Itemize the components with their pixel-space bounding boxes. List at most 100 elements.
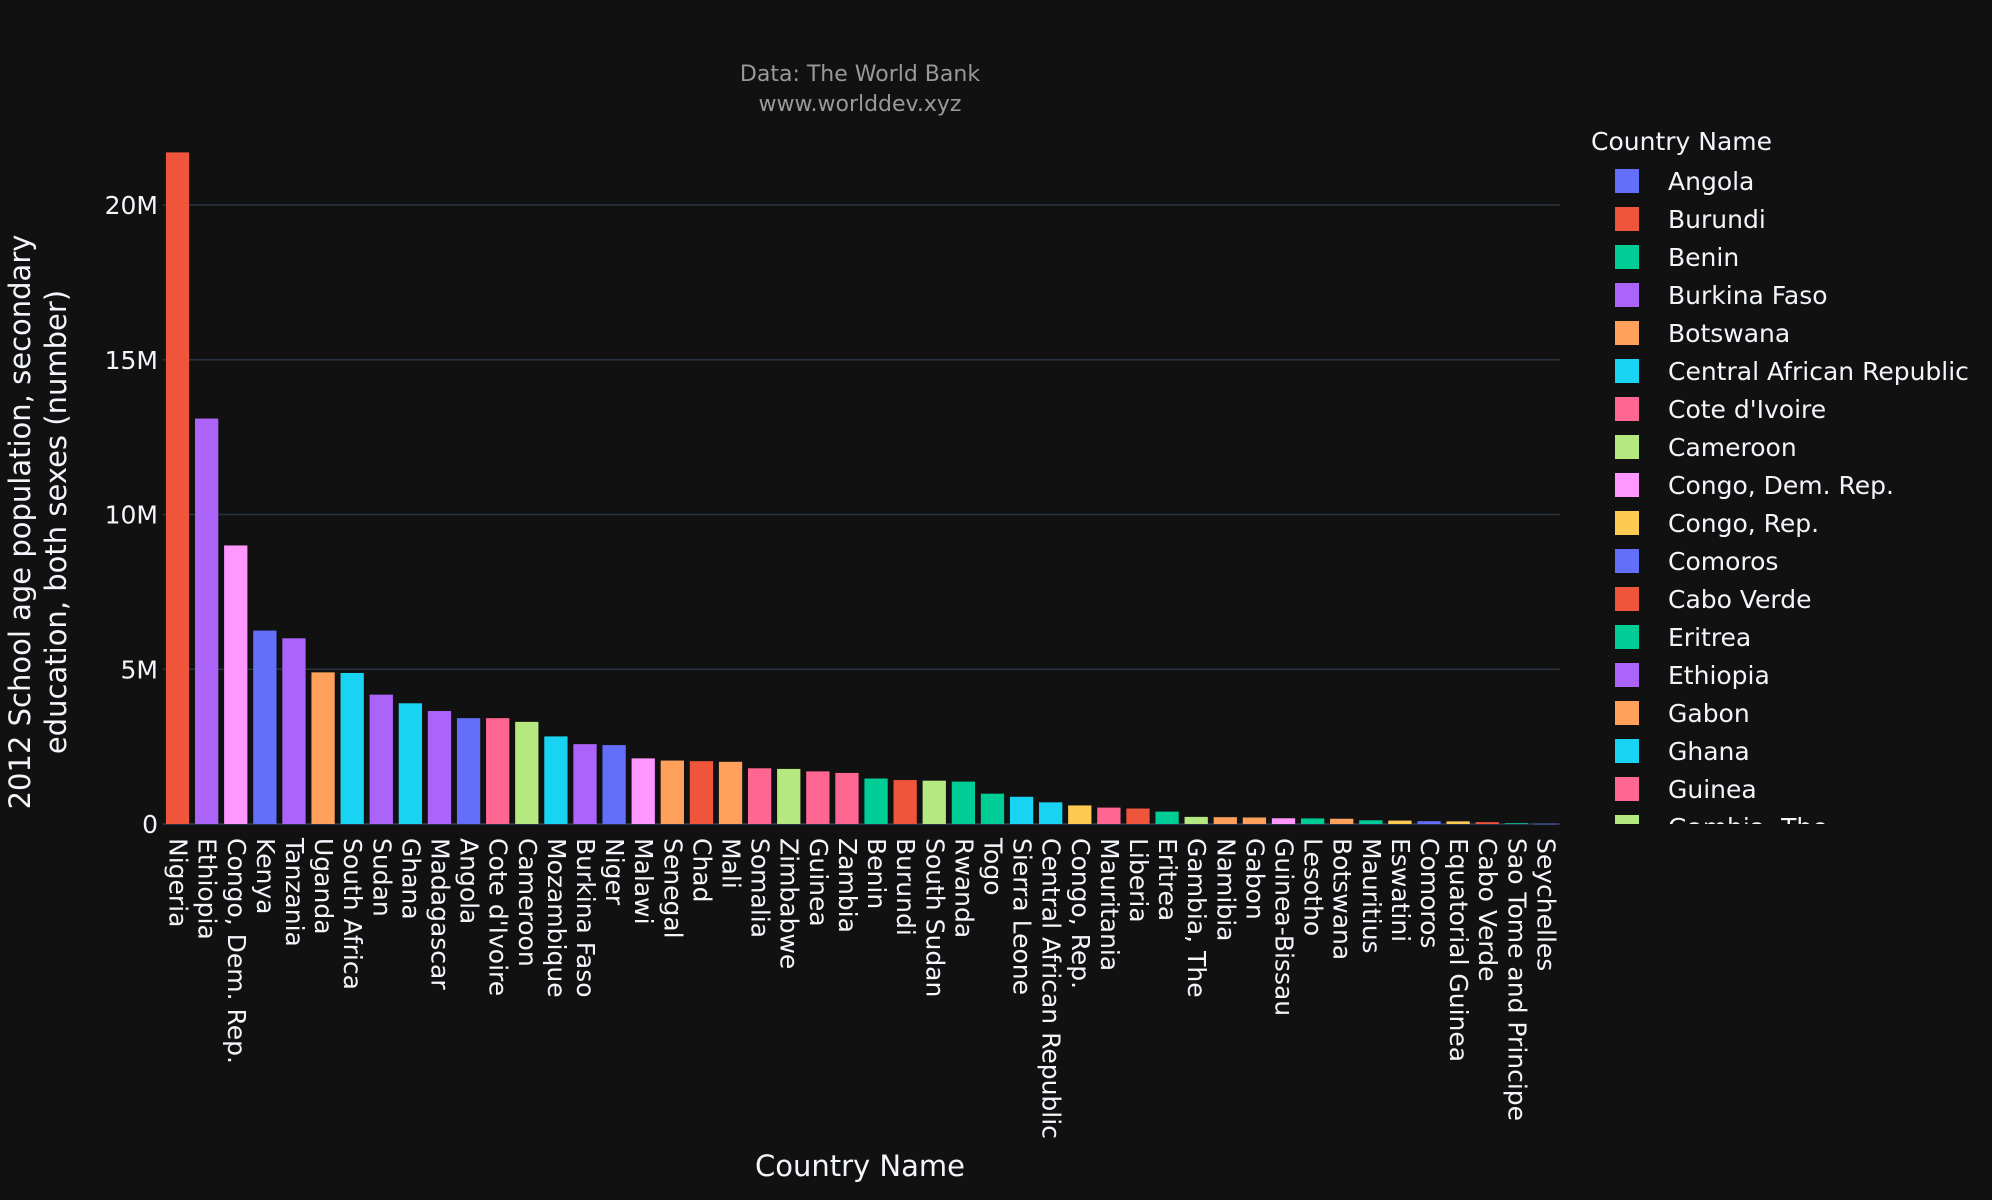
legend-item[interactable]: Cote d'Ivoire [1615, 395, 1826, 424]
x-tick-label: Eswatini [1386, 838, 1415, 942]
bar[interactable] [689, 761, 714, 824]
legend-swatch [1615, 245, 1639, 269]
bar[interactable] [602, 745, 626, 824]
bar[interactable] [951, 781, 976, 824]
bar[interactable] [340, 672, 364, 824]
legend-item[interactable]: Botswana [1615, 319, 1790, 348]
legend-label: Congo, Dem. Rep. [1668, 471, 1894, 500]
bar[interactable] [777, 768, 801, 824]
bar[interactable] [1271, 818, 1296, 824]
y-axis-ticks: 0 5M 10M 15M 20M [105, 191, 158, 839]
bar[interactable] [1533, 823, 1558, 825]
legend-item[interactable]: Burkina Faso [1615, 281, 1828, 310]
x-tick-label: Cote d'Ivoire [484, 838, 513, 996]
bar[interactable] [660, 760, 684, 824]
x-tick-label: Mauritius [1357, 838, 1386, 954]
bar[interactable] [1009, 796, 1034, 824]
bar[interactable] [718, 761, 743, 824]
bar[interactable] [922, 780, 946, 824]
bar[interactable] [1359, 820, 1383, 824]
bar[interactable] [747, 768, 772, 824]
legend-item[interactable]: Cameroon [1615, 433, 1797, 462]
legend-item[interactable]: Guinea [1615, 775, 1757, 804]
bar[interactable] [806, 771, 830, 824]
x-tick-label: Cameroon [513, 838, 542, 967]
x-tick-label: Nigeria [164, 838, 193, 927]
bar[interactable] [1504, 823, 1528, 824]
bar[interactable] [1068, 805, 1092, 824]
x-tick-label: Congo, Rep. [1066, 838, 1095, 989]
bar[interactable] [1475, 822, 1499, 824]
y-tick-label: 5M [121, 655, 158, 684]
y-axis-title-line-2: education, both sexes (number) [39, 290, 73, 754]
x-tick-label: Angola [455, 838, 484, 924]
bar[interactable] [1155, 811, 1179, 824]
legend-item[interactable]: Eritrea [1615, 623, 1751, 652]
legend-swatch [1615, 321, 1639, 345]
bar[interactable] [165, 152, 190, 824]
bar[interactable] [1417, 821, 1441, 824]
legend-swatch [1615, 587, 1639, 611]
legend-swatch [1615, 473, 1639, 497]
legend-item[interactable]: Angola [1615, 167, 1754, 196]
bar[interactable] [456, 718, 481, 824]
x-tick-label: Central African Republic [1037, 838, 1066, 1139]
x-tick-label: Ethiopia [193, 838, 222, 940]
bar[interactable] [1039, 802, 1063, 824]
bar[interactable] [864, 778, 888, 824]
bar[interactable] [311, 672, 335, 824]
bar[interactable] [631, 758, 655, 824]
x-tick-label: Gabon [1240, 838, 1269, 920]
x-tick-label: Sao Tome and Principe [1502, 838, 1531, 1121]
bar[interactable] [1184, 816, 1208, 824]
bar[interactable] [1388, 820, 1412, 824]
chart-title: Data: The World Bank [740, 62, 980, 87]
bar[interactable] [1213, 817, 1237, 824]
bar[interactable] [253, 630, 277, 824]
bar[interactable] [282, 638, 306, 824]
legend-item[interactable]: Ethiopia [1615, 661, 1770, 690]
x-tick-label: South Africa [338, 838, 367, 990]
y-tick-label: 20M [105, 191, 158, 220]
legend-item[interactable]: Cabo Verde [1615, 585, 1812, 614]
x-tick-label: Gambia, The [1182, 838, 1211, 998]
x-tick-label: Burundi [891, 838, 920, 936]
legend-item[interactable]: Ghana [1615, 737, 1750, 766]
y-tick-label: 15M [105, 346, 158, 375]
x-tick-label: Ghana [396, 838, 425, 920]
bar[interactable] [486, 718, 510, 824]
bar[interactable] [427, 711, 452, 824]
x-tick-label: Comoros [1415, 838, 1444, 948]
legend-item[interactable]: Benin [1615, 243, 1739, 272]
legend-item[interactable]: Comoros [1615, 547, 1778, 576]
bar[interactable] [195, 418, 219, 824]
bar[interactable] [515, 721, 539, 824]
x-tick-label: Equatorial Guinea [1444, 838, 1473, 1062]
legend-item[interactable]: Burundi [1615, 205, 1766, 234]
bar[interactable] [1330, 818, 1354, 824]
bar[interactable] [544, 736, 568, 824]
x-axis-ticks: Nigeria Ethiopia Congo, Dem. Rep. Kenya Tanz… [164, 837, 1561, 1139]
legend-item[interactable]: Congo, Dem. Rep. [1615, 471, 1894, 500]
bar[interactable] [573, 744, 597, 824]
x-tick-label: Madagascar [425, 838, 454, 990]
legend-swatch [1615, 701, 1639, 725]
legend-label: Central African Republic [1668, 357, 1969, 386]
bar[interactable] [1097, 807, 1121, 824]
bar[interactable] [369, 694, 393, 824]
legend-item[interactable]: Central African Republic [1615, 357, 1969, 386]
bar[interactable] [1126, 808, 1150, 824]
chart-subtitle: www.worlddev.xyz [759, 92, 962, 117]
legend-item[interactable]: Congo, Rep. [1615, 509, 1819, 538]
bar[interactable] [980, 793, 1005, 824]
legend-label: Ethiopia [1668, 661, 1770, 690]
bar[interactable] [835, 772, 859, 824]
bar[interactable] [398, 703, 423, 824]
bar[interactable] [1300, 818, 1325, 824]
legend-item[interactable]: Gabon [1615, 699, 1750, 728]
x-tick-label: Guinea [804, 838, 833, 927]
bar[interactable] [224, 545, 248, 824]
bar[interactable] [1242, 817, 1267, 824]
bar[interactable] [1446, 821, 1470, 824]
bar[interactable] [893, 780, 917, 824]
